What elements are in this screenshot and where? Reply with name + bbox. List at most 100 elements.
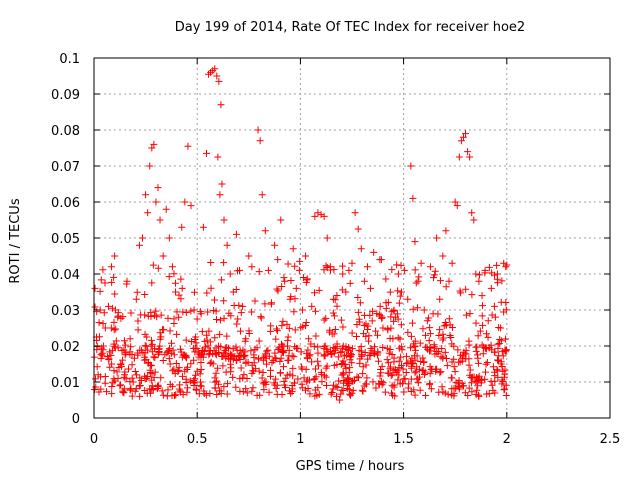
data-point bbox=[267, 366, 275, 374]
data-point bbox=[155, 347, 163, 355]
data-point bbox=[407, 388, 415, 396]
data-point bbox=[187, 307, 195, 315]
data-point bbox=[426, 363, 434, 371]
data-point bbox=[364, 322, 372, 330]
data-point bbox=[502, 335, 510, 343]
data-point bbox=[241, 337, 249, 345]
data-point bbox=[127, 309, 135, 317]
data-point bbox=[370, 350, 378, 358]
data-point bbox=[425, 314, 433, 322]
data-point bbox=[284, 356, 292, 364]
data-point bbox=[363, 374, 371, 382]
data-point bbox=[388, 382, 396, 390]
data-point bbox=[287, 293, 295, 301]
data-point bbox=[448, 259, 456, 267]
data-point bbox=[306, 390, 314, 398]
data-point bbox=[339, 270, 347, 278]
data-point bbox=[236, 327, 244, 335]
data-point bbox=[299, 273, 307, 281]
data-point bbox=[236, 375, 244, 383]
data-point bbox=[278, 322, 286, 330]
data-point bbox=[114, 374, 122, 382]
data-point bbox=[207, 258, 215, 266]
data-point bbox=[416, 339, 424, 347]
data-point bbox=[97, 385, 105, 393]
data-point bbox=[284, 337, 292, 345]
data-point bbox=[485, 263, 493, 271]
data-point bbox=[146, 368, 154, 376]
data-point bbox=[377, 256, 385, 264]
data-point bbox=[207, 284, 215, 292]
data-point bbox=[259, 368, 267, 376]
data-point bbox=[168, 382, 176, 390]
data-point bbox=[411, 266, 419, 274]
data-point bbox=[298, 363, 306, 371]
data-point bbox=[362, 361, 370, 369]
data-point bbox=[345, 375, 353, 383]
data-point bbox=[143, 333, 151, 341]
data-point bbox=[108, 263, 116, 271]
data-point bbox=[202, 391, 210, 399]
data-point bbox=[345, 344, 353, 352]
data-point bbox=[501, 370, 509, 378]
data-point bbox=[170, 270, 178, 278]
data-point bbox=[388, 371, 396, 379]
data-point bbox=[278, 282, 286, 290]
data-point bbox=[133, 288, 141, 296]
data-point bbox=[202, 343, 210, 351]
data-point bbox=[110, 273, 118, 281]
data-point bbox=[211, 334, 219, 342]
data-point bbox=[457, 289, 465, 297]
data-point bbox=[190, 356, 198, 364]
data-point bbox=[387, 389, 395, 397]
data-point bbox=[394, 367, 402, 375]
data-point bbox=[496, 335, 504, 343]
data-point bbox=[274, 256, 282, 264]
data-point bbox=[159, 356, 167, 364]
data-point bbox=[291, 326, 299, 334]
data-point bbox=[334, 383, 342, 391]
data-point bbox=[500, 259, 508, 267]
data-point bbox=[257, 313, 265, 321]
data-point bbox=[419, 354, 427, 362]
data-point bbox=[136, 381, 144, 389]
data-point bbox=[148, 370, 156, 378]
data-point bbox=[323, 234, 331, 242]
data-point bbox=[164, 386, 172, 394]
data-point bbox=[456, 287, 464, 295]
data-point bbox=[214, 364, 222, 372]
x-tick-label: 1 bbox=[296, 432, 304, 447]
data-point bbox=[484, 317, 492, 325]
data-point bbox=[220, 216, 228, 224]
data-point bbox=[366, 351, 374, 359]
data-point bbox=[176, 381, 184, 389]
data-point bbox=[494, 279, 502, 287]
data-point bbox=[483, 358, 491, 366]
data-point bbox=[267, 372, 275, 380]
data-point bbox=[283, 371, 291, 379]
data-point bbox=[168, 339, 176, 347]
data-point bbox=[426, 324, 434, 332]
data-point bbox=[171, 279, 179, 287]
data-point bbox=[363, 263, 371, 271]
data-point bbox=[489, 363, 497, 371]
data-point bbox=[443, 362, 451, 370]
data-point bbox=[437, 368, 445, 376]
data-point bbox=[233, 320, 241, 328]
data-point bbox=[144, 372, 152, 380]
data-point bbox=[311, 212, 319, 220]
data-point bbox=[261, 379, 269, 387]
data-point bbox=[330, 361, 338, 369]
data-point bbox=[398, 288, 406, 296]
data-point bbox=[150, 140, 158, 148]
data-point bbox=[384, 359, 392, 367]
y-tick-label: 0.03 bbox=[51, 304, 80, 319]
data-point bbox=[157, 333, 165, 341]
data-point bbox=[372, 327, 380, 335]
data-point bbox=[314, 343, 322, 351]
data-point bbox=[206, 338, 214, 346]
data-point bbox=[108, 304, 116, 312]
data-point bbox=[386, 346, 394, 354]
data-point bbox=[108, 360, 116, 368]
